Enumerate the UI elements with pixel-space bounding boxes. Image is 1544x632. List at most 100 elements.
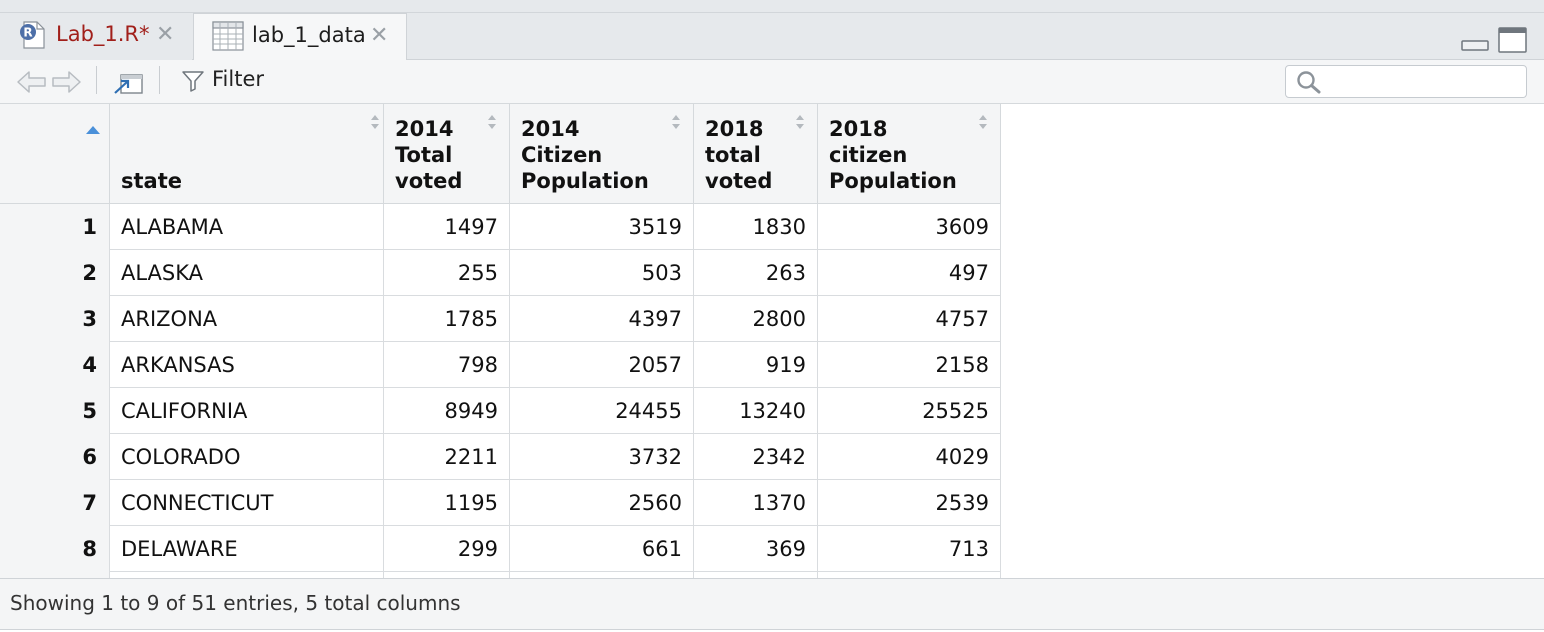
column-header-2018-citizen-population[interactable]: 2018 citizen Population: [818, 104, 1001, 204]
cell-2018-total-voted: 1830: [694, 204, 818, 250]
column-header-2014-citizen-population[interactable]: 2014 Citizen Population: [510, 104, 694, 204]
table-row: 1 ALABAMA 1497 3519 1830 3609: [0, 204, 1001, 250]
cell-2018-citizen-population: 713: [818, 526, 1001, 572]
data-grid-icon: [212, 21, 244, 56]
cell-2014-total-voted: 1497: [384, 204, 510, 250]
table-row: 5 CALIFORNIA 8949 24455 13240 25525: [0, 388, 1001, 434]
header-line: Population: [521, 169, 649, 193]
column-header-2014-total-voted[interactable]: 2014 Total voted: [384, 104, 510, 204]
header-line: Population: [829, 169, 957, 193]
cell-2014-citizen-population: 2560: [510, 480, 694, 526]
header-line: voted: [705, 169, 773, 193]
cell-clipped: [818, 571, 1001, 578]
header-line: total: [705, 143, 761, 167]
table-row: 3 ARIZONA 1785 4397 2800 4757: [0, 296, 1001, 342]
show-in-new-window-icon[interactable]: [112, 69, 144, 101]
tab-lab-1-r[interactable]: R Lab_1.R* ✕: [0, 13, 192, 60]
tab-strip-border: [0, 12, 1544, 13]
column-header-label: 2018 total voted: [705, 116, 772, 194]
column-header-label: 2014 Citizen Population: [521, 116, 649, 194]
cell-clipped: [510, 571, 694, 578]
column-header-label: 2018 citizen Population: [829, 116, 957, 194]
header-line: 2014: [521, 117, 580, 141]
cell-state: CALIFORNIA: [110, 388, 384, 434]
tab-label: Lab_1.R*: [56, 22, 150, 46]
cell-2014-citizen-population: 661: [510, 526, 694, 572]
row-index: 4: [0, 342, 110, 388]
table-row: 8 DELAWARE 299 661 369 713: [0, 526, 1001, 572]
close-icon[interactable]: ✕: [156, 22, 175, 47]
minimize-pane-icon[interactable]: [1461, 34, 1489, 56]
maximize-pane-icon[interactable]: [1498, 26, 1528, 58]
cell-2018-citizen-population: 2158: [818, 342, 1001, 388]
header-line: citizen: [829, 143, 908, 167]
cell-2018-total-voted: 2342: [694, 434, 818, 480]
cell-2018-total-voted: 919: [694, 342, 818, 388]
cell-2018-total-voted: 2800: [694, 296, 818, 342]
svg-text:R: R: [23, 26, 32, 40]
search-icon: [1296, 70, 1322, 98]
cell-2014-total-voted: 2211: [384, 434, 510, 480]
cell-2014-citizen-population: 3732: [510, 434, 694, 480]
cell-2018-citizen-population: 25525: [818, 388, 1001, 434]
cell-state: ARIZONA: [110, 296, 384, 342]
toolbar-separator: [159, 66, 160, 94]
cell-2014-citizen-population: 24455: [510, 388, 694, 434]
header-line: 2014: [395, 117, 454, 141]
toolbar-separator: [96, 66, 97, 94]
data-viewer-toolbar: Filter: [0, 60, 1544, 104]
search-input[interactable]: [1326, 68, 1520, 96]
cell-2014-citizen-population: 4397: [510, 296, 694, 342]
row-index: 2: [0, 250, 110, 296]
filter-button[interactable]: Filter: [212, 67, 265, 91]
header-line: state: [121, 169, 182, 193]
column-header-2018-total-voted[interactable]: 2018 total voted: [694, 104, 818, 204]
header-line: 2018: [705, 117, 764, 141]
header-line: Citizen: [521, 143, 603, 167]
table-header: state 2014 Total voted 2014 Citizen Popu…: [0, 104, 1001, 204]
cell-clipped: [110, 571, 384, 578]
sort-icon: [487, 111, 497, 137]
filter-icon[interactable]: [181, 69, 205, 97]
cell-2014-total-voted: 798: [384, 342, 510, 388]
row-index: 3: [0, 296, 110, 342]
cell-2018-citizen-population: 2539: [818, 480, 1001, 526]
forward-arrow-icon[interactable]: [50, 69, 82, 99]
column-header-index[interactable]: [0, 104, 110, 204]
row-index: 7: [0, 480, 110, 526]
header-line: 2018: [829, 117, 888, 141]
row-index: 5: [0, 388, 110, 434]
cell-2018-citizen-population: 497: [818, 250, 1001, 296]
sort-icon: [671, 111, 681, 137]
cell-state: ALASKA: [110, 250, 384, 296]
entries-status-text: Showing 1 to 9 of 51 entries, 5 total co…: [10, 591, 461, 615]
table-row-clipped: [0, 571, 1001, 578]
cell-2018-citizen-population: 4029: [818, 434, 1001, 480]
r-script-icon: R: [18, 20, 48, 55]
cell-2018-citizen-population: 3609: [818, 204, 1001, 250]
cell-clipped: [384, 571, 510, 578]
tab-strip: R Lab_1.R* ✕ lab_1_data ✕: [0, 0, 1544, 61]
table-row: 6 COLORADO 2211 3732 2342 4029: [0, 434, 1001, 480]
close-icon[interactable]: ✕: [370, 23, 389, 48]
column-header-label: state: [121, 168, 182, 194]
table-row: 4 ARKANSAS 798 2057 919 2158: [0, 342, 1001, 388]
sort-icon: [370, 111, 380, 137]
tab-lab-1-data[interactable]: lab_1_data ✕: [193, 13, 407, 61]
column-header-label: 2014 Total voted: [395, 116, 462, 194]
table-row: 7 CONNECTICUT 1195 2560 1370 2539: [0, 480, 1001, 526]
cell-2018-total-voted: 369: [694, 526, 818, 572]
cell-2014-total-voted: 1785: [384, 296, 510, 342]
row-index: 8: [0, 526, 110, 572]
cell-2014-citizen-population: 503: [510, 250, 694, 296]
cell-state: COLORADO: [110, 434, 384, 480]
cell-2014-total-voted: 8949: [384, 388, 510, 434]
cell-2014-total-voted: 1195: [384, 480, 510, 526]
header-line: voted: [395, 169, 463, 193]
column-header-state[interactable]: state: [110, 104, 384, 204]
cell-state: ALABAMA: [110, 204, 384, 250]
tab-label: lab_1_data: [252, 23, 366, 47]
row-index-clipped: [0, 571, 110, 578]
back-arrow-icon[interactable]: [16, 69, 48, 99]
search-box[interactable]: [1285, 65, 1527, 98]
